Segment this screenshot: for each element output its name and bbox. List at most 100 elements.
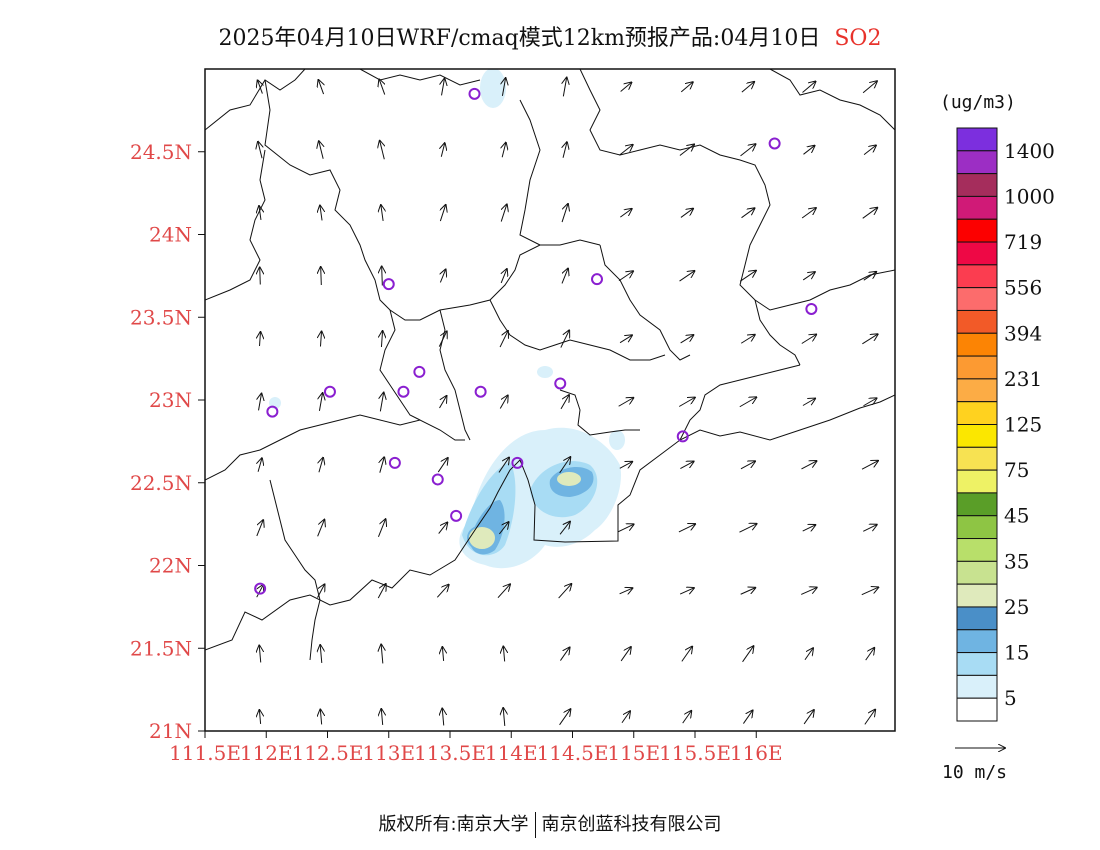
wind-arrow: [498, 458, 509, 473]
hotspot-shenzhen: [555, 470, 583, 488]
boundary-17: [309, 599, 321, 661]
colorbar-label: 45: [1004, 504, 1029, 528]
boundary-15: [754, 299, 801, 366]
colorbar-swatch: [956, 218, 998, 243]
wind-arrow: [680, 335, 694, 344]
wind-arrow: [260, 332, 261, 347]
boundary-10: [379, 309, 421, 421]
wind-arrow: [497, 584, 510, 599]
wind-arrow: [377, 584, 386, 599]
wind-arrow: [743, 710, 752, 724]
lon-tick-label: 113.5E: [414, 741, 486, 765]
wind-arrow: [499, 331, 508, 348]
chart-title: 2025年04月10日WRF/cmaq模式12km预报产品:04月10日 SO2: [0, 20, 1100, 52]
wind-arrow: [259, 206, 261, 221]
colorbar-swatch: [956, 446, 998, 471]
colorbar-swatch: [956, 378, 998, 403]
wind-arrow: [559, 457, 571, 474]
wind-arrow: [560, 330, 569, 348]
colorbar: 5 15 25 35 45 75 125 231 394 556 719 1000 1400: [956, 127, 1055, 722]
colorbar-swatch: [956, 560, 998, 585]
lon-tick-label: 112.5E: [292, 741, 364, 765]
wind-arrow: [680, 209, 693, 218]
wind-arrow: [258, 142, 262, 159]
wind-arrow: [681, 647, 692, 662]
boundary-14: [679, 364, 801, 441]
wind-arrow: [502, 143, 506, 158]
wind-arrow: [256, 520, 263, 537]
wind-arrow: [260, 268, 261, 285]
wind-arrow: [563, 142, 567, 158]
boundary-16: [269, 479, 321, 601]
station-marker: [474, 385, 487, 398]
colorbar-swatch: [956, 332, 998, 357]
wind-arrow: [377, 519, 385, 537]
boundary-3: [359, 69, 481, 86]
wind-arrow: [801, 208, 816, 219]
wind-arrow: [619, 335, 632, 344]
wind-arrow: [741, 208, 755, 219]
wind-arrow: [742, 646, 754, 663]
wind-arrow: [741, 82, 754, 93]
colorbar-label: 394: [1004, 321, 1042, 345]
colorbar-swatch: [956, 469, 998, 494]
title-species: SO2: [834, 26, 882, 51]
wind-arrow: [803, 146, 814, 155]
station-marker: [323, 385, 336, 398]
wind-arrow: [619, 462, 632, 469]
footer-separator: [534, 812, 536, 838]
colorbar-swatch: [956, 401, 998, 426]
wind-arrow: [862, 334, 877, 345]
station-marker: [554, 377, 567, 390]
wind-arrow: [258, 80, 263, 94]
wind-arrow: [739, 397, 756, 408]
province-boundaries: [205, 69, 895, 661]
wind-arrow: [802, 272, 815, 281]
copyright-footer: 版权所有:南京大学 南京创蓝科技有限公司: [0, 810, 1100, 838]
boundary-12: [489, 299, 666, 361]
wind-arrow: [740, 588, 756, 595]
station-marker: [591, 273, 603, 286]
colorbar-label: 5: [1004, 686, 1017, 710]
colorbar-label: 1000: [1004, 184, 1055, 208]
wind-vectors: [256, 78, 879, 727]
wind-arrow: [442, 79, 445, 96]
wind-arrow: [618, 398, 634, 407]
wind-arrow: [618, 145, 632, 156]
colorbar-swatch: [956, 583, 998, 608]
wind-arrow: [618, 524, 633, 533]
wind-arrow: [680, 461, 693, 469]
wind-arrow: [320, 332, 321, 347]
station-marker: [805, 302, 818, 315]
colorbar-swatch: [956, 606, 998, 631]
lat-tick-label: 23N: [149, 388, 192, 412]
wind-arrow: [559, 709, 571, 726]
wind-arrow: [499, 396, 508, 409]
wind-arrow: [682, 711, 692, 724]
plot-frame: [204, 68, 896, 732]
wind-arrow: [438, 522, 448, 534]
boundary-6: [599, 244, 691, 361]
wind-arrow: [679, 271, 695, 282]
wind-arrow: [863, 525, 876, 532]
boundary-11: [439, 309, 471, 441]
wind-arrow: [801, 334, 816, 344]
latitude-axis: 21N 21.5N 22N 22.5N 23N 23.5N 24N 24.5N: [130, 140, 205, 743]
wind-arrow: [381, 331, 382, 348]
wind-arrow: [319, 141, 323, 159]
wind-arrow: [381, 645, 383, 664]
wind-arrow: [621, 711, 630, 724]
wind-arrow: [441, 143, 444, 157]
station-marker: [254, 582, 267, 595]
colorbar-swatch: [956, 674, 998, 699]
hotspot-zhuhai: [467, 525, 497, 551]
wind-arrow: [440, 205, 445, 222]
lon-tick-label: 114.5E: [537, 741, 609, 765]
colorbar-swatch: [956, 173, 998, 197]
wind-arrow: [500, 204, 507, 222]
wind-arrow: [863, 398, 877, 407]
wind-arrow: [740, 144, 756, 157]
monitoring-stations: [254, 87, 818, 595]
wind-arrow: [258, 458, 262, 472]
colorbar-swatch: [956, 538, 998, 562]
